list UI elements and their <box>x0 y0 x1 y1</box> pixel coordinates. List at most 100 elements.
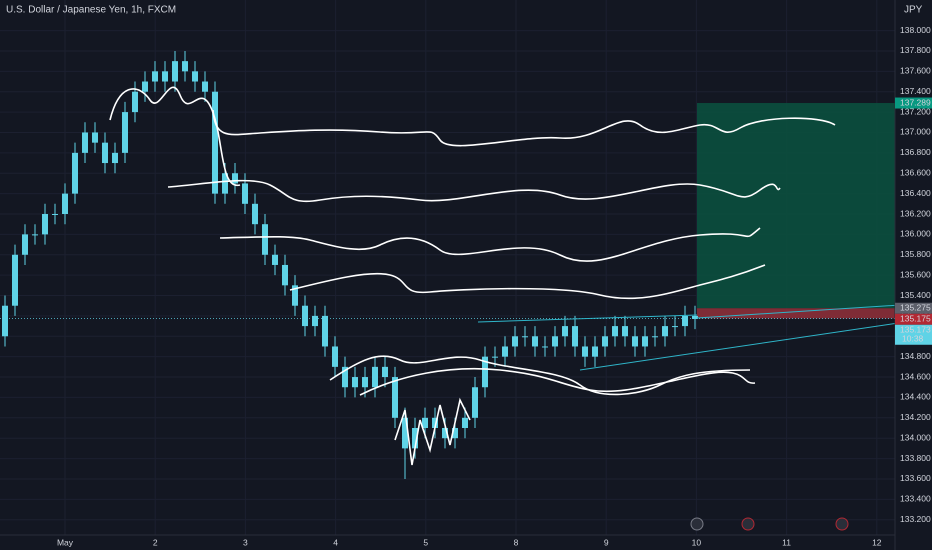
candle-body <box>222 173 228 194</box>
time-axis <box>0 535 895 550</box>
candle-body <box>202 81 208 92</box>
candle-body <box>292 285 298 306</box>
candle-body <box>392 377 398 418</box>
y-tick-label: 137.200 <box>900 106 931 116</box>
candle-body <box>502 346 508 357</box>
event-icons <box>690 517 849 531</box>
candle-body <box>622 326 628 337</box>
candle-body <box>532 336 538 347</box>
candle-body <box>582 346 588 357</box>
event-icon[interactable] <box>690 517 704 531</box>
trend-line <box>579 317 932 371</box>
price-label-box <box>895 313 932 325</box>
candle-body <box>592 346 598 357</box>
candle-body <box>212 91 218 194</box>
price-axis <box>895 0 932 550</box>
candle-body <box>692 315 698 319</box>
candle-body <box>232 173 238 184</box>
candle-body <box>432 417 438 428</box>
candle-body <box>452 428 458 439</box>
candle-body <box>482 356 488 388</box>
candle-body <box>512 336 518 347</box>
price-label: 135.275 <box>900 303 931 313</box>
candle-body <box>362 377 368 388</box>
projection-curve <box>289 264 766 300</box>
candle-body <box>632 336 638 347</box>
projection-curve <box>167 179 781 203</box>
chart-title: U.S. Dollar / Japanese Yen, 1h, FXCM <box>6 5 176 16</box>
zigzag <box>394 397 471 466</box>
candle-body <box>382 366 388 378</box>
y-tick-label: 133.200 <box>900 514 931 524</box>
x-tick-label: 11 <box>782 537 791 547</box>
candle-body <box>372 366 378 388</box>
y-tick-label: 134.600 <box>900 371 931 381</box>
candle-body <box>662 326 668 337</box>
candle-body <box>192 71 198 82</box>
candle-body <box>332 346 338 367</box>
candle-body <box>82 132 88 153</box>
candle-body <box>642 336 648 347</box>
candle-body <box>172 61 178 82</box>
candle-body <box>462 417 468 428</box>
y-tick-label: 135.400 <box>900 290 931 300</box>
x-tick-label: 9 <box>604 537 609 547</box>
stop-zone <box>697 308 895 319</box>
candle-body <box>152 71 158 82</box>
event-icon[interactable] <box>835 517 849 531</box>
plot-area <box>0 0 895 535</box>
candle-body <box>32 234 38 236</box>
x-tick-label: 12 <box>872 537 882 547</box>
y-tick-label: 138.000 <box>900 25 931 35</box>
candle-body <box>182 61 188 72</box>
candle-body <box>262 224 268 255</box>
candle-body <box>442 428 448 439</box>
candle-body <box>602 336 608 347</box>
candle-body <box>402 417 408 449</box>
y-tick-label: 137.400 <box>900 86 931 96</box>
candle-body <box>252 203 258 225</box>
candle-body <box>542 346 548 348</box>
y-tick-label: 134.200 <box>900 412 931 422</box>
currency: JPY <box>904 5 923 16</box>
candle-body <box>562 326 568 337</box>
y-tick-label: 137.600 <box>900 66 931 76</box>
y-tick-label: 136.200 <box>900 208 931 218</box>
candle-body <box>572 326 578 347</box>
candle-body <box>322 315 328 347</box>
candle-body <box>422 417 428 428</box>
candle-body <box>272 254 278 265</box>
candle-body <box>12 254 18 306</box>
y-tick-label: 133.600 <box>900 473 931 483</box>
countdown: 10:38 <box>902 334 924 344</box>
candle-body <box>352 377 358 388</box>
candle-body <box>162 71 168 82</box>
price-label: 135.173 <box>900 325 931 335</box>
projection-curve <box>219 227 761 262</box>
axes: 133.200 133.400 133.600 133.800 134.000 134.2… <box>57 25 932 547</box>
candle-body <box>342 366 348 388</box>
y-tick-label: 136.400 <box>900 188 931 198</box>
x-tick-label: May <box>57 537 74 547</box>
projection-curve <box>359 367 756 396</box>
candle-body <box>682 315 688 327</box>
y-tick-label: 136.800 <box>900 147 931 157</box>
price-label: 135.175 <box>900 314 931 324</box>
candle-body <box>132 91 138 113</box>
candle-body <box>492 356 498 358</box>
candle-body <box>42 214 48 235</box>
candle-body <box>652 336 658 338</box>
event-icon[interactable] <box>741 517 755 531</box>
candle-body <box>672 326 678 328</box>
trend-line <box>696 302 932 319</box>
candle-body <box>472 387 478 418</box>
candle-body <box>242 183 248 204</box>
projection-curve <box>212 109 836 147</box>
candle-body <box>522 336 528 338</box>
target-zone <box>697 103 895 309</box>
projection-curve <box>109 86 241 186</box>
candle-body <box>22 234 28 255</box>
x-tick-label: 2 <box>153 537 158 547</box>
candle-body <box>2 305 8 337</box>
candle-body <box>302 305 308 327</box>
